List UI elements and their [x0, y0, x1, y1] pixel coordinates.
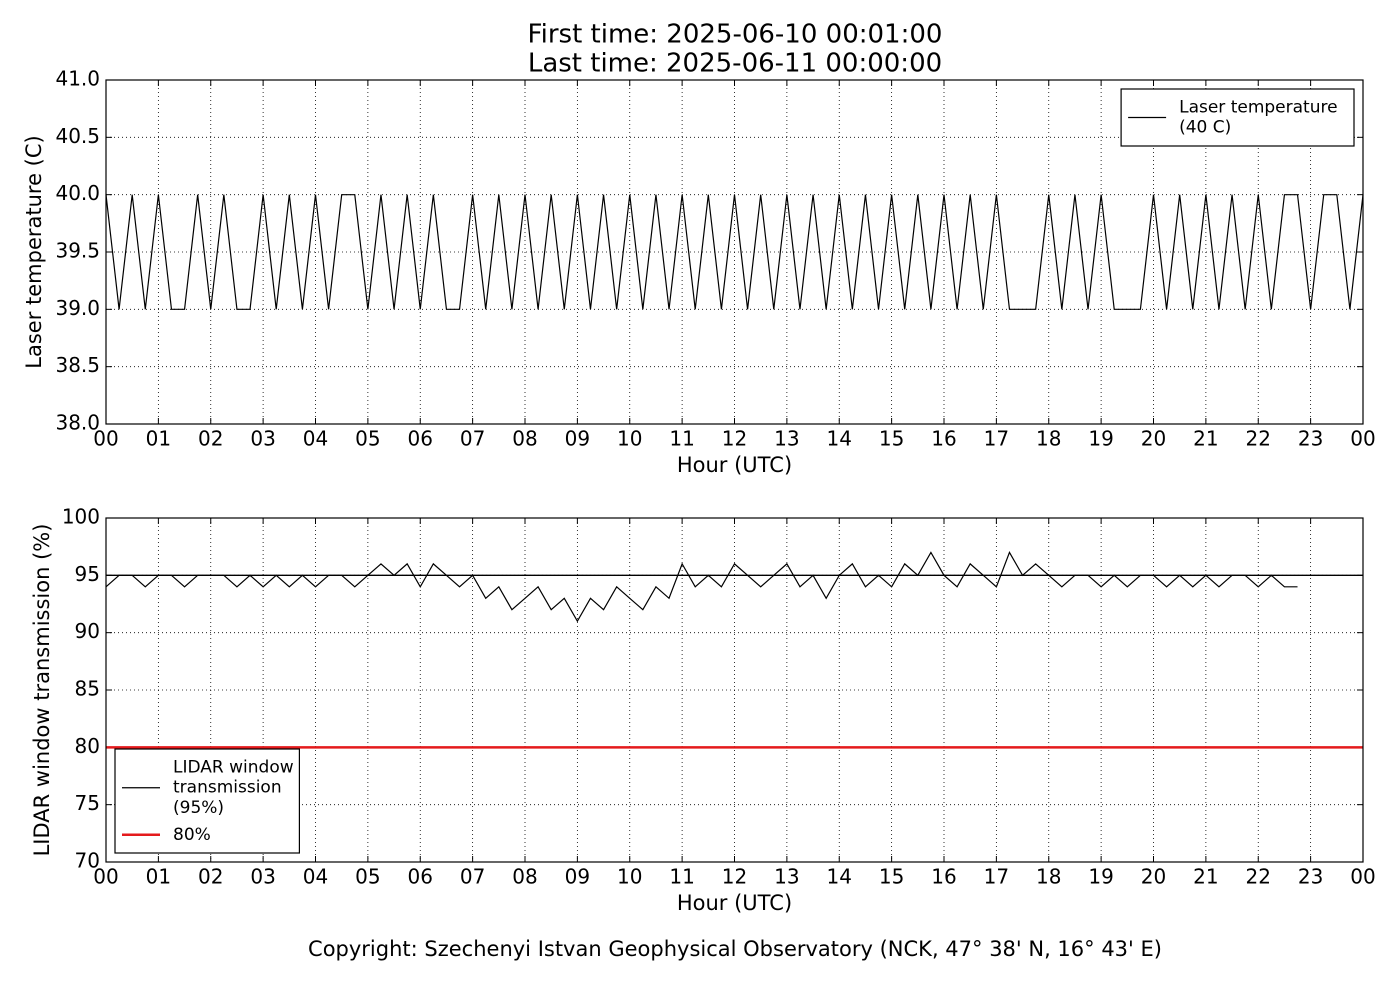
x-tick-label: 16	[931, 865, 956, 889]
x-tick-label: 02	[198, 427, 223, 451]
x-tick-label: 15	[879, 427, 904, 451]
x-tick-label: 15	[879, 865, 904, 889]
x-tick-label: 20	[1141, 427, 1166, 451]
x-tick-label: 03	[250, 427, 275, 451]
x-tick-label: 00	[93, 427, 118, 451]
y-tick-label: 90	[75, 619, 100, 643]
y-tick-label: 95	[75, 562, 100, 586]
y-axis-label: Laser temperature (C)	[22, 135, 46, 368]
x-tick-label: 00	[93, 865, 118, 889]
x-tick-label: 17	[984, 427, 1009, 451]
x-tick-label: 08	[512, 865, 537, 889]
y-tick-label: 38.0	[55, 411, 100, 435]
footer: Copyright: Szechenyi Istvan Geophysical …	[308, 937, 1162, 961]
y-tick-label: 39.0	[55, 296, 100, 320]
x-tick-label: 11	[669, 865, 694, 889]
legend: LIDAR window transmission (95%) 80%	[114, 748, 300, 854]
x-tick-label: 03	[250, 865, 275, 889]
y-tick-label: 40.5	[55, 124, 100, 148]
plot-frame	[105, 79, 1364, 425]
y-tick-label: 80	[75, 734, 100, 758]
x-tick-label: 02	[198, 865, 223, 889]
x-tick-label: 01	[146, 865, 171, 889]
x-tick-label: 17	[984, 865, 1009, 889]
x-tick-label: 13	[774, 865, 799, 889]
x-axis-label: Hour (UTC)	[677, 891, 792, 915]
x-tick-label: 18	[1036, 865, 1061, 889]
x-tick-label: 13	[774, 427, 799, 451]
x-tick-label: 12	[722, 865, 747, 889]
x-tick-label: 22	[1246, 427, 1271, 451]
x-tick-label: 09	[565, 865, 590, 889]
x-tick-label: 04	[303, 427, 328, 451]
x-tick-label: 01	[146, 427, 171, 451]
legend-label: LIDAR window transmission (95%)	[173, 757, 294, 818]
x-tick-label: 21	[1193, 427, 1218, 451]
x-tick-label: 21	[1193, 865, 1218, 889]
y-tick-label: 100	[62, 505, 100, 529]
x-tick-label: 23	[1298, 427, 1323, 451]
x-tick-label: 10	[617, 865, 642, 889]
x-tick-label: 07	[460, 865, 485, 889]
x-tick-label: 23	[1298, 865, 1323, 889]
y-tick-label: 85	[75, 677, 100, 701]
x-tick-label: 20	[1141, 865, 1166, 889]
x-tick-label: 05	[355, 427, 380, 451]
y-tick-label: 40.0	[55, 181, 100, 205]
y-axis-label: LIDAR window transmission (%)	[30, 524, 54, 857]
x-tick-label: 06	[408, 865, 433, 889]
chart-title: First time: 2025-06-10 00:01:00	[528, 20, 943, 50]
x-tick-label: 00	[1350, 865, 1375, 889]
x-tick-label: 19	[1088, 865, 1113, 889]
plot-frame	[105, 517, 1364, 863]
x-axis-label: Hour (UTC)	[677, 453, 792, 477]
y-tick-label: 75	[75, 791, 100, 815]
x-tick-label: 18	[1036, 427, 1061, 451]
chart-subtitle: Last time: 2025-06-11 00:00:00	[528, 49, 942, 79]
legend-label: Laser temperature (40 C)	[1179, 97, 1337, 137]
legend-label: 80%	[173, 825, 211, 845]
x-tick-label: 11	[669, 427, 694, 451]
x-tick-label: 12	[722, 427, 747, 451]
x-tick-label: 07	[460, 427, 485, 451]
y-tick-label: 39.5	[55, 239, 100, 263]
x-tick-label: 22	[1246, 865, 1271, 889]
y-tick-label: 38.5	[55, 353, 100, 377]
y-tick-label: 41.0	[55, 67, 100, 91]
x-tick-label: 04	[303, 865, 328, 889]
x-tick-label: 06	[408, 427, 433, 451]
legend: Laser temperature (40 C)	[1120, 88, 1355, 147]
data-line	[105, 550, 1298, 623]
x-tick-label: 00	[1350, 427, 1375, 451]
x-tick-label: 09	[565, 427, 590, 451]
x-tick-label: 05	[355, 865, 380, 889]
x-tick-label: 08	[512, 427, 537, 451]
x-tick-label: 19	[1088, 427, 1113, 451]
x-tick-label: 14	[827, 865, 852, 889]
data-line	[105, 194, 1364, 310]
x-tick-label: 10	[617, 427, 642, 451]
x-tick-label: 14	[827, 427, 852, 451]
y-tick-label: 70	[75, 849, 100, 873]
x-tick-label: 16	[931, 427, 956, 451]
